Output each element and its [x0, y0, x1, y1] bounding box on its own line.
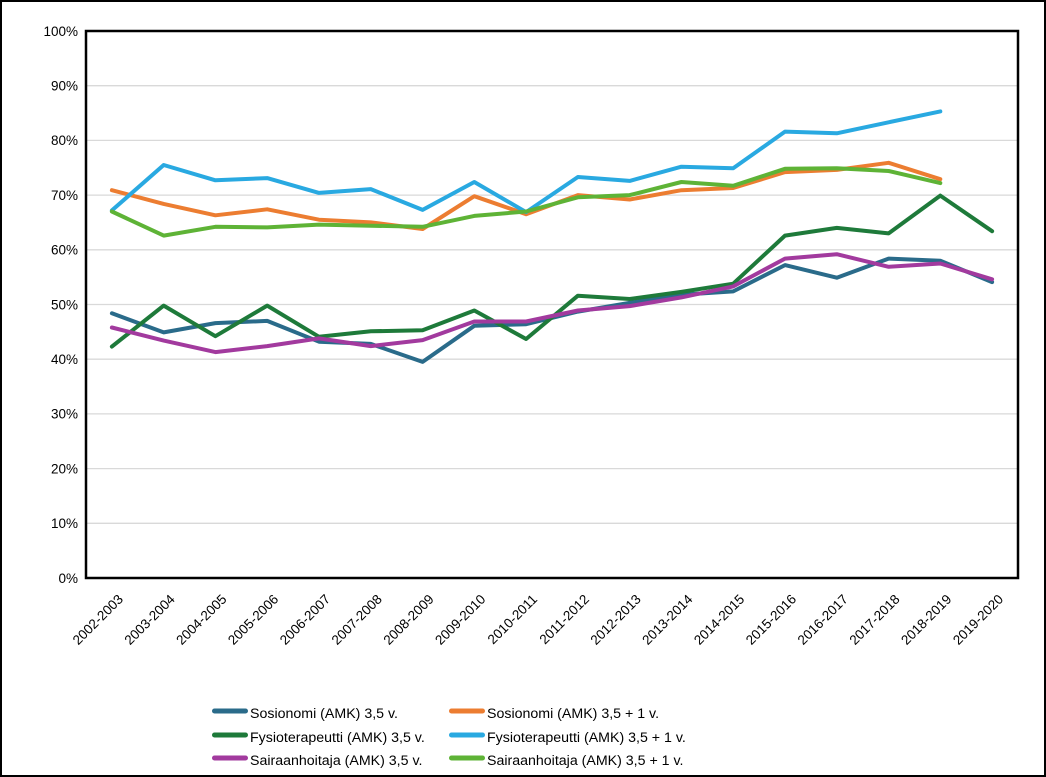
x-axis-tick-label: 2019-2020: [950, 592, 1006, 648]
x-axis-tick-label: 2009-2010: [432, 592, 488, 648]
legend-swatch-3: [449, 732, 485, 738]
x-axis-tick-label: 2018-2019: [898, 592, 954, 648]
series-line-0: [109, 256, 995, 364]
y-axis-tick-label: 40%: [51, 352, 78, 367]
series-lines: [109, 109, 995, 364]
x-axis-tick-label: 2006-2007: [277, 592, 333, 648]
y-axis-labels: 0% 10% 20% 30% 40% 50% 60% 70% 80% 90% 100%: [43, 24, 78, 586]
y-axis-tick-label: 20%: [51, 461, 78, 476]
x-axis-tick-label: 2014-2015: [691, 592, 747, 648]
plot-border: [84, 29, 1020, 580]
y-axis-tick-label: 30%: [51, 407, 78, 422]
y-axis-tick-label: 0%: [58, 571, 78, 586]
gridlines: [86, 85, 1018, 524]
legend-swatch-2: [212, 732, 248, 738]
x-axis-tick-label: 2017-2018: [846, 592, 902, 648]
legend-label-0: Sosionomi (AMK) 3,5 v.: [250, 706, 398, 722]
x-axis-tick-label: 2007-2008: [329, 592, 385, 648]
series-line-4: [109, 252, 995, 355]
series-line-5: [109, 166, 943, 238]
y-axis-tick-label: 70%: [51, 188, 78, 203]
legend-swatch-4: [212, 755, 248, 761]
x-axis-labels: 2002-20032003-20042004-20052005-20062006…: [70, 591, 1006, 648]
x-axis-tick-label: 2015-2016: [743, 592, 799, 648]
x-axis-tick-label: 2012-2013: [588, 592, 644, 648]
x-axis-tick-label: 2004-2005: [173, 592, 229, 648]
legend-swatch-0: [212, 708, 248, 714]
y-axis-tick-label: 50%: [51, 297, 78, 312]
y-axis-tick-label: 80%: [51, 133, 78, 148]
x-axis-tick-label: 2016-2017: [795, 592, 851, 648]
x-axis-tick-label: 2002-2003: [70, 592, 126, 648]
legend-swatch-5: [449, 755, 485, 761]
x-axis-tick-label: 2013-2014: [639, 591, 696, 648]
x-axis-tick-label: 2010-2011: [485, 592, 541, 648]
x-axis-tick-label: 2011-2012: [536, 592, 592, 648]
legend-label-2: Fysioterapeutti (AMK) 3,5 v.: [250, 730, 425, 746]
legend-swatch-1: [449, 708, 485, 714]
legend-label-1: Sosionomi (AMK) 3,5 + 1 v.: [487, 706, 659, 722]
x-axis-tick-label: 2008-2009: [380, 592, 436, 648]
y-axis-tick-label: 60%: [51, 243, 78, 258]
x-axis-tick-label: 2003-2004: [122, 591, 179, 648]
legend-label-4: Sairaanhoitaja (AMK) 3,5 v.: [250, 753, 422, 769]
series-line-3: [109, 109, 943, 215]
legend: Sosionomi (AMK) 3,5 v. Sosionomi (AMK) 3,…: [212, 706, 686, 769]
y-axis-tick-label: 10%: [51, 516, 78, 531]
y-axis-tick-label: 90%: [51, 79, 78, 94]
series-line-1: [109, 160, 943, 231]
x-axis-tick-label: 2005-2006: [225, 592, 281, 648]
y-axis-tick-label: 100%: [43, 24, 78, 39]
legend-label-3: Fysioterapeutti (AMK) 3,5 + 1 v.: [487, 730, 686, 746]
legend-label-5: Sairaanhoitaja (AMK) 3,5 + 1 v.: [487, 753, 684, 769]
